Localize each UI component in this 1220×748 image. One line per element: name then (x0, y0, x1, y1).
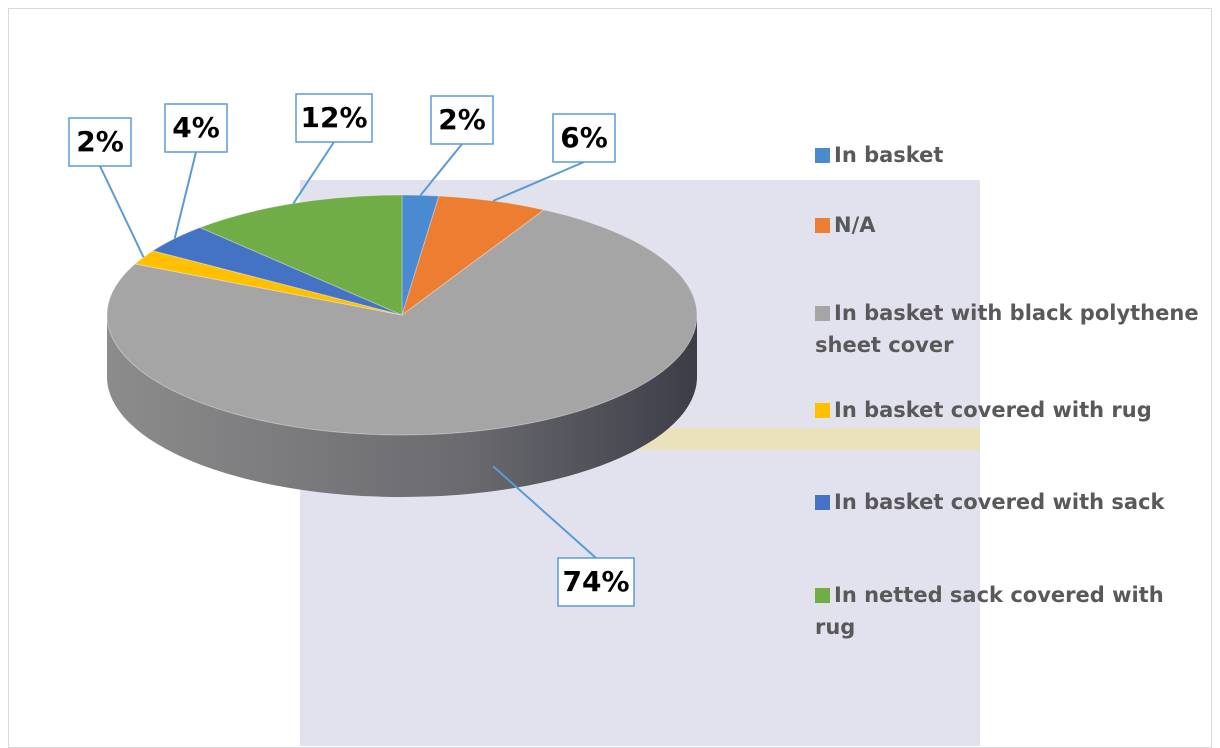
legend-swatch (815, 588, 830, 603)
data-label: 2% (438, 103, 486, 136)
slice (198, 194, 403, 316)
leader-line (173, 151, 197, 239)
legend-entry: N/A (815, 210, 1205, 242)
legend-label: In netted sack covered with rug (815, 583, 1164, 639)
leader-line (419, 143, 463, 196)
legend-entry: In basket covered with rug (815, 395, 1205, 427)
leader-line (492, 161, 585, 202)
data-label-box (430, 95, 494, 145)
data-label-box (164, 103, 228, 153)
slice (151, 226, 403, 316)
data-label: 74% (562, 565, 629, 598)
slice-side (107, 315, 697, 497)
slice (106, 209, 698, 436)
data-label: 12% (300, 101, 367, 134)
legend-swatch (815, 306, 830, 321)
leader-line (492, 465, 597, 559)
leader-line (292, 141, 335, 204)
legend-swatch (815, 148, 830, 163)
legend-label: In basket covered with sack (834, 490, 1165, 514)
data-label: 2% (76, 125, 124, 158)
legend-entry: In basket covered with sack (815, 487, 1205, 519)
legend-swatch (815, 403, 830, 418)
legend-swatch (815, 495, 830, 510)
legend-entry: In netted sack covered with rug (815, 580, 1205, 643)
slice (401, 194, 440, 316)
data-label-box (68, 117, 132, 167)
data-label: 4% (172, 111, 220, 144)
legend-entry: In basket (815, 140, 1205, 172)
data-label-box (552, 113, 616, 163)
legend-label: In basket (834, 143, 944, 167)
data-label: 6% (560, 121, 608, 154)
legend-entry: In basket with black polythene sheet cov… (815, 298, 1205, 361)
data-label-box (295, 93, 373, 143)
legend-label: In basket with black polythene sheet cov… (815, 301, 1199, 357)
slice (401, 195, 546, 317)
leader-line (99, 165, 145, 258)
legend-swatch (815, 218, 830, 233)
legend-label: In basket covered with rug (834, 398, 1152, 422)
data-label-box (557, 557, 635, 607)
legend-label: N/A (834, 213, 876, 237)
